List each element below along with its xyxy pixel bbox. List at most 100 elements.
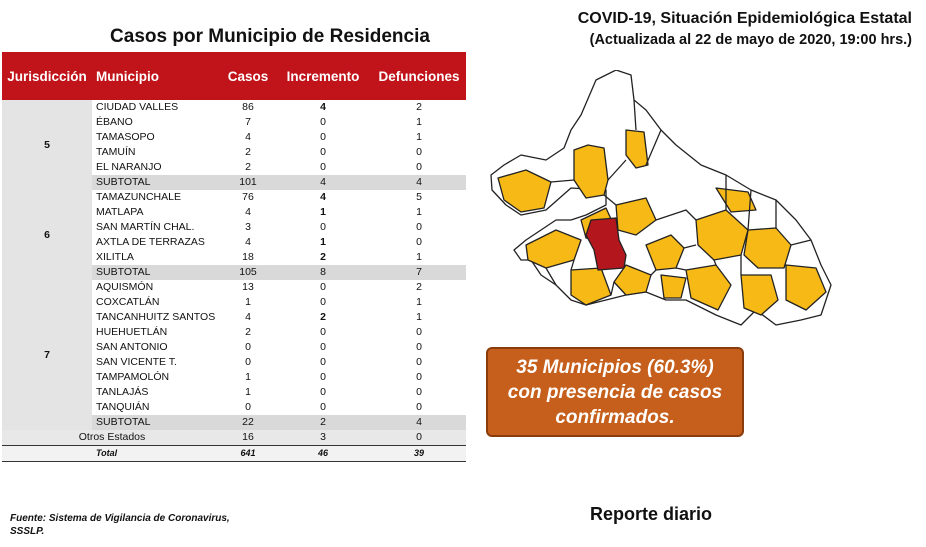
map-region xyxy=(645,234,685,271)
subtotal-label: SUBTOTAL xyxy=(92,175,222,190)
callout-line-3: confirmados. xyxy=(555,406,675,428)
municipio-cell: TANQUIÁN xyxy=(96,401,150,413)
casos-cell: 1 xyxy=(245,371,251,383)
total-casos: 641 xyxy=(222,445,274,462)
municipio-cell: TAMUÍN xyxy=(96,146,136,158)
municipio-cell: TAMAZUNCHALE xyxy=(96,191,181,203)
incremento-cell: 0 xyxy=(320,386,326,398)
table-row: TAMASOPO 4 0 1 xyxy=(2,130,466,145)
casos-cell: 76 xyxy=(242,191,254,203)
subtotal-incremento: 2 xyxy=(274,415,372,430)
incremento-cell: 1 xyxy=(320,206,326,218)
casos-cell: 3 xyxy=(245,221,251,233)
otros-label: Otros Estados xyxy=(2,430,222,446)
total-row: Total 641 46 39 xyxy=(2,445,466,462)
incremento-cell: 0 xyxy=(320,116,326,128)
col-header-casos: Casos xyxy=(222,52,274,100)
defunciones-cell: 0 xyxy=(416,221,422,233)
jurisdiccion-cell: 5 xyxy=(2,100,92,190)
defunciones-cell: 1 xyxy=(416,296,422,308)
otros-casos: 16 xyxy=(222,430,274,446)
municipio-cell: ÉBANO xyxy=(96,116,133,128)
defunciones-cell: 2 xyxy=(416,281,422,293)
municipio-cell: TANCANHUITZ SANTOS xyxy=(96,311,216,323)
table-row: AXTLA DE TERRAZAS 4 1 0 xyxy=(2,235,466,250)
map-region xyxy=(573,144,609,199)
table-row: 5 CIUDAD VALLES 86 4 2 xyxy=(2,100,466,190)
casos-cell: 1 xyxy=(245,296,251,308)
otros-estados-row: Otros Estados 16 3 0 xyxy=(2,430,466,446)
map-region xyxy=(497,169,552,213)
incremento-cell: 0 xyxy=(320,146,326,158)
subtotal-casos: 105 xyxy=(222,265,274,280)
report-subtitle: (Actualizada al 22 de mayo de 2020, 19:0… xyxy=(589,32,912,48)
table-row: 6 TAMAZUNCHALE 76 4 5 xyxy=(2,190,466,280)
casos-cell: 2 xyxy=(245,161,251,173)
defunciones-cell: 0 xyxy=(416,236,422,248)
incremento-cell: 0 xyxy=(320,341,326,353)
casos-cell: 1 xyxy=(245,386,251,398)
casos-cell: 2 xyxy=(245,146,251,158)
report-title: COVID-19, Situación Epidemiológica Estat… xyxy=(577,10,912,27)
incremento-cell: 0 xyxy=(320,401,326,413)
defunciones-cell: 1 xyxy=(416,311,422,323)
subtotal-label: SUBTOTAL xyxy=(92,265,222,280)
municipio-cell: MATLAPA xyxy=(96,206,144,218)
defunciones-cell: 0 xyxy=(416,386,422,398)
table-row: TAMPAMOLÓN 1 0 0 xyxy=(2,370,466,385)
map-region xyxy=(785,264,827,311)
total-spacer xyxy=(2,445,92,462)
subtotal-incremento: 4 xyxy=(274,175,372,190)
casos-cell: 4 xyxy=(245,131,251,143)
jurisdiccion-cell: 6 xyxy=(2,190,92,280)
incremento-cell: 0 xyxy=(320,326,326,338)
incremento-cell: 4 xyxy=(320,191,326,203)
table-body: 5 CIUDAD VALLES 86 4 2 ÉBANO 7 0 1 TAMASOPO 4 0 1 TAM… xyxy=(2,100,466,462)
map-region xyxy=(685,264,732,311)
defunciones-cell: 0 xyxy=(416,326,422,338)
municipio-cell: AXTLA DE TERRAZAS xyxy=(96,236,205,248)
incremento-cell: 2 xyxy=(320,251,326,263)
casos-cell: 18 xyxy=(242,251,254,263)
subtotal-defunciones: 4 xyxy=(372,175,466,190)
table-row: SAN MARTÍN CHAL. 3 0 0 xyxy=(2,220,466,235)
municipio-cell: COXCATLÁN xyxy=(96,296,160,308)
municipalities-callout: 35 Municipios (60.3%) con presencia de c… xyxy=(486,347,744,437)
defunciones-cell: 5 xyxy=(416,191,422,203)
report-header: COVID-19, Situación Epidemiológica Estat… xyxy=(578,10,912,48)
map-region xyxy=(570,267,612,306)
table-row: EL NARANJO 2 0 0 xyxy=(2,160,466,175)
col-header-incremento: Incremento xyxy=(274,52,372,100)
defunciones-cell: 0 xyxy=(416,371,422,383)
subtotal-casos: 101 xyxy=(222,175,274,190)
total-incremento: 46 xyxy=(274,445,372,462)
casos-cell: 13 xyxy=(242,281,254,293)
casos-cell: 4 xyxy=(245,206,251,218)
map-region xyxy=(660,274,687,299)
state-map xyxy=(490,70,832,326)
report-label: Reporte diario xyxy=(590,504,713,524)
subtotal-incremento: 8 xyxy=(274,265,372,280)
jurisdiccion-cell: 7 xyxy=(2,280,92,430)
casos-cell: 2 xyxy=(245,326,251,338)
table-title: Casos por Municipio de Residencia xyxy=(110,26,430,47)
casos-cell: 7 xyxy=(245,116,251,128)
incremento-cell: 0 xyxy=(320,131,326,143)
map-outline xyxy=(490,70,832,326)
defunciones-cell: 0 xyxy=(416,356,422,368)
municipio-cell: XILITLA xyxy=(96,251,134,263)
map-highlight-region xyxy=(585,217,627,271)
casos-cell: 0 xyxy=(245,356,251,368)
incremento-cell: 2 xyxy=(320,311,326,323)
subtotal-defunciones: 4 xyxy=(372,415,466,430)
callout-line-1: 35 Municipios (60.3%) xyxy=(516,356,714,378)
municipio-cell: TAMPAMOLÓN xyxy=(96,371,170,383)
subtotal-casos: 22 xyxy=(222,415,274,430)
map-region xyxy=(613,264,652,296)
defunciones-cell: 0 xyxy=(416,161,422,173)
subtotal-row: SUBTOTAL 105 8 7 xyxy=(2,265,466,280)
defunciones-cell: 0 xyxy=(416,341,422,353)
subtotal-row: SUBTOTAL 22 2 4 xyxy=(2,415,466,430)
defunciones-cell: 2 xyxy=(416,101,422,113)
col-header-jurisdiccion: Jurisdicción xyxy=(2,52,92,100)
